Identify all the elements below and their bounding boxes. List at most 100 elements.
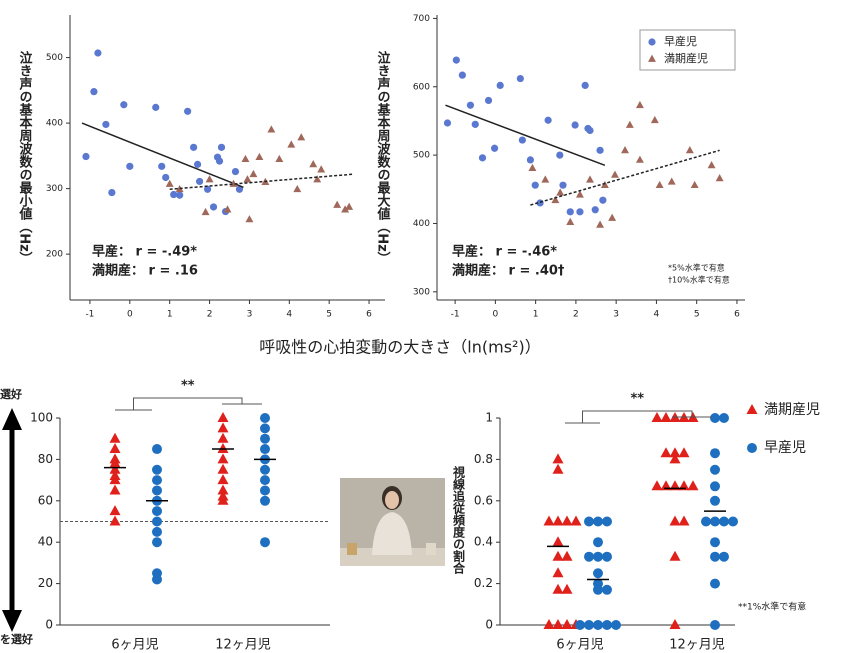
point (710, 552, 720, 562)
point (584, 620, 594, 630)
point (710, 537, 720, 547)
point (241, 155, 249, 162)
point (544, 619, 555, 629)
x-tick-label: 0 (127, 310, 133, 320)
legend-label: 早産児 (764, 440, 806, 456)
point (602, 552, 612, 562)
point (218, 474, 229, 484)
y-tick-label: 500 (413, 151, 430, 161)
point (691, 181, 699, 188)
point (592, 206, 599, 213)
point (562, 551, 573, 561)
x-tick-label: -1 (451, 310, 460, 320)
legend-marker (747, 443, 757, 453)
point (293, 185, 301, 192)
point (102, 121, 109, 128)
point (626, 121, 634, 128)
point (651, 116, 659, 123)
point (297, 133, 305, 140)
point (260, 444, 270, 454)
point (636, 156, 644, 163)
point (575, 620, 585, 630)
point (497, 82, 504, 89)
y-tick-label: 0.6 (474, 493, 493, 507)
point (158, 163, 165, 170)
y-tick-label: 200 (46, 250, 63, 260)
point (309, 160, 317, 167)
x-tick-label: 3 (613, 310, 619, 320)
point (152, 465, 162, 475)
x-tick-label: 6ヶ月児 (556, 638, 603, 653)
x-tick-label: 2 (573, 310, 579, 320)
point (567, 208, 574, 215)
point (593, 568, 603, 578)
y-tick-label: 0 (485, 618, 493, 632)
y-tick-label: 80 (38, 452, 53, 466)
x-tick-label: 4 (654, 310, 660, 320)
point (453, 57, 460, 64)
point (562, 619, 573, 629)
point (260, 434, 270, 444)
point (719, 413, 729, 423)
y-tick-label: 0.4 (474, 535, 493, 549)
point (260, 423, 270, 433)
point (94, 49, 101, 56)
point (528, 164, 536, 171)
point (719, 552, 729, 562)
point (596, 147, 603, 154)
point (701, 517, 711, 527)
point (599, 197, 606, 204)
point (593, 517, 603, 527)
point (345, 203, 353, 210)
point (602, 585, 612, 595)
point (710, 496, 720, 506)
significance-bracket (115, 398, 262, 410)
point (126, 163, 133, 170)
trend-line (445, 105, 604, 165)
point (110, 505, 121, 515)
point (110, 433, 121, 443)
point (636, 101, 644, 108)
point (566, 218, 574, 225)
note: †10%水準で有意 (668, 275, 730, 285)
x-tick-label: 3 (247, 310, 253, 320)
point (571, 516, 582, 526)
point (82, 153, 89, 160)
point (541, 175, 549, 182)
x-tick-label: -1 (85, 310, 94, 320)
photo (340, 478, 445, 566)
point (710, 448, 720, 458)
point (652, 412, 663, 422)
point (317, 165, 325, 172)
point (710, 481, 720, 491)
point (710, 465, 720, 475)
point (545, 117, 552, 124)
point (656, 181, 664, 188)
point (479, 154, 486, 161)
point (287, 140, 295, 147)
point (544, 516, 555, 526)
point (152, 485, 162, 495)
point (562, 516, 573, 526)
point (586, 127, 593, 134)
point (608, 214, 616, 221)
point (527, 156, 534, 163)
point (485, 97, 492, 104)
point (553, 584, 564, 594)
point (216, 158, 223, 165)
y-tick-label: 40 (38, 535, 53, 549)
x-tick-label: 6 (734, 310, 740, 320)
point (152, 574, 162, 584)
x-tick-label: 12ヶ月児 (215, 638, 271, 653)
significance: ** (181, 379, 195, 394)
annotation: 満期産： r = .16 (92, 263, 198, 279)
point (110, 443, 121, 453)
point (584, 552, 594, 562)
point (708, 161, 716, 168)
point (602, 620, 612, 630)
y-tick-label: 600 (413, 82, 430, 92)
point (120, 101, 127, 108)
y-tick-label: 1 (485, 411, 493, 425)
point (110, 516, 121, 526)
point (108, 189, 115, 196)
